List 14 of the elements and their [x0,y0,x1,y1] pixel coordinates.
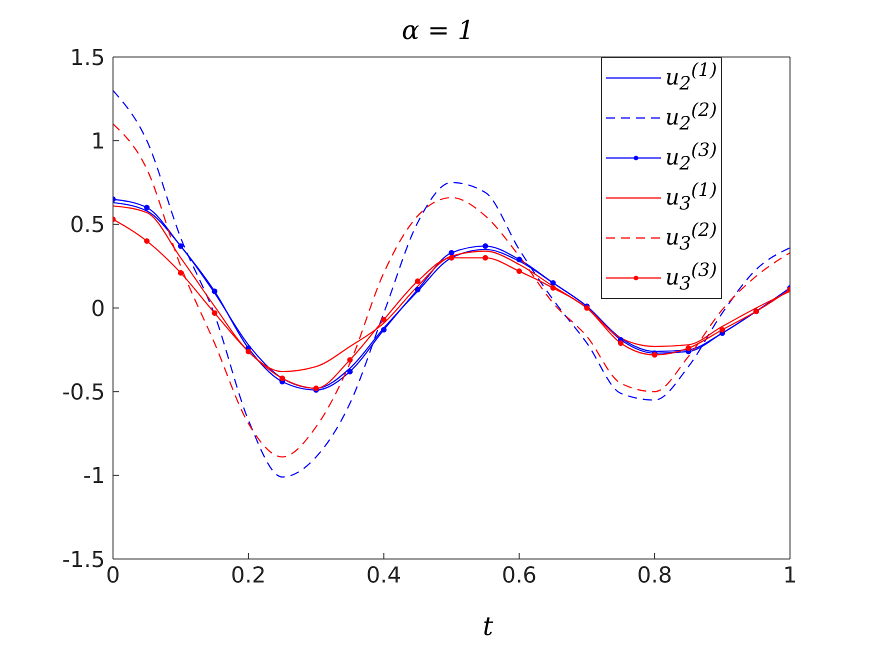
y-tick-label: 0 [91,296,105,322]
chart-title: α = 1 [400,16,476,46]
x-axis-title: t [482,612,494,642]
y-tick-label: 0.5 [70,213,105,238]
x-tick-label: 0.2 [230,564,266,589]
x-tick-label: 0.6 [502,564,537,589]
y-tick-label: -1 [83,464,105,490]
y-tick-label: 1.5 [70,46,105,71]
y-tick-label: -0.5 [62,380,105,406]
x-tick-label: 0.4 [366,564,402,589]
y-tick-label: 1 [91,129,105,154]
x-tick-label: 1 [783,564,797,589]
y-tick-label: -1.5 [62,548,105,573]
x-tick-label: 0.8 [637,564,672,589]
